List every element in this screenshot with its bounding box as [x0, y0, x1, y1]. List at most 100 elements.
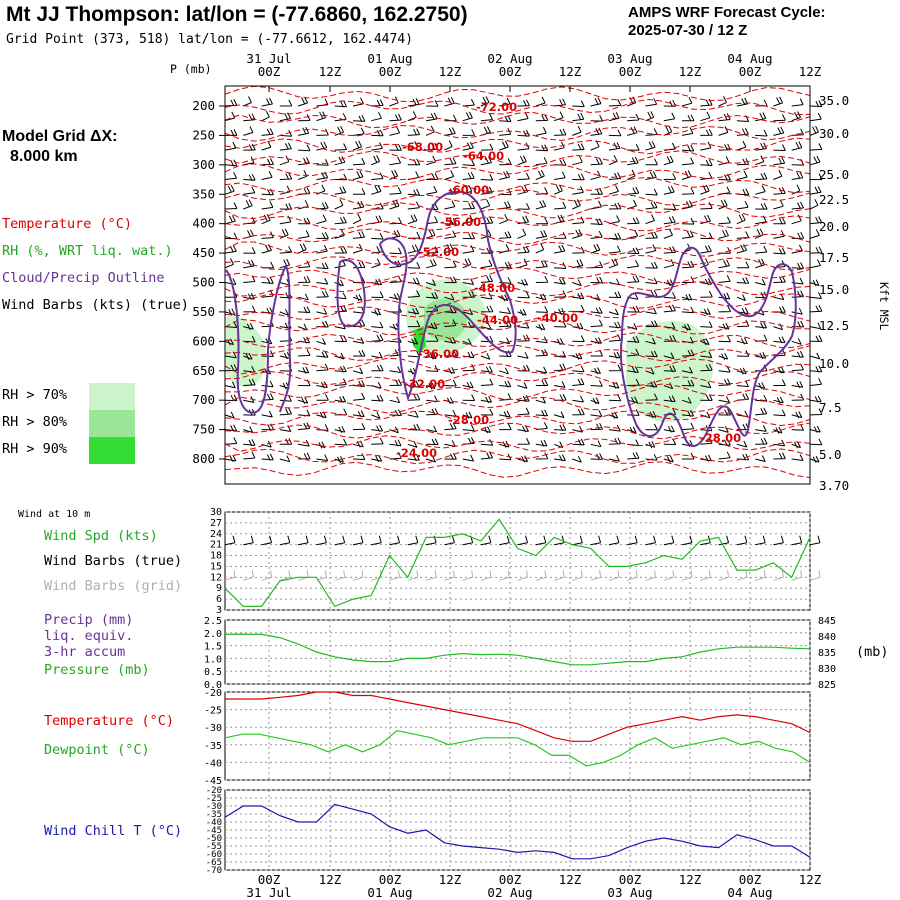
hour-label-bottom: 00Z — [739, 872, 762, 887]
precip-axis-label: 1.5 — [204, 642, 222, 653]
kft-axis-label: 30.0 — [819, 126, 849, 141]
windchill-axis-label: -30 — [206, 802, 222, 812]
windchill-axis-label: -60 — [206, 850, 222, 860]
windchill-axis-label: -20 — [206, 786, 222, 796]
date-label-top: 03 Aug — [607, 51, 652, 66]
hour-label-top: 00Z — [379, 64, 402, 79]
p-axis-label: 450 — [192, 245, 215, 260]
wind-axis-label: 21 — [210, 540, 222, 551]
temp-axis-label: -20 — [204, 688, 222, 699]
pressure-axis-label: 835 — [818, 648, 836, 659]
temperature-contour-label: -52.00 — [418, 245, 459, 259]
legend-cloud: Cloud/Precip Outline — [2, 270, 165, 286]
windchill-axis-label: -55 — [206, 842, 222, 852]
precip-axis-label: 2.5 — [204, 616, 222, 627]
p-axis-label: 200 — [192, 98, 215, 113]
hour-label-top: 00Z — [739, 64, 762, 79]
p-axis-label: 700 — [192, 392, 215, 407]
pressure-panel-frame — [224, 619, 811, 685]
kft-axis-label: 22.5 — [819, 192, 849, 207]
legend-rh90-label: RH > 90% — [2, 441, 68, 457]
pressure-axis-label: 830 — [818, 664, 836, 675]
hour-label-top: 12Z — [679, 64, 702, 79]
hour-label-bottom: 00Z — [619, 872, 642, 887]
wbarb-true-label: Wind Barbs (true) — [44, 553, 183, 569]
temperature-contours — [224, 85, 811, 478]
kft-axis-label: Kft MSL — [877, 282, 891, 331]
windchill-line — [224, 803, 811, 860]
rh90-area-1 — [413, 326, 426, 354]
date-label-top: 04 Aug — [727, 51, 772, 66]
hour-label-bottom: 00Z — [499, 872, 522, 887]
temperature-contour-label: -72.00 — [476, 100, 517, 114]
kft-axis-label: 17.5 — [819, 250, 849, 265]
date-label-top: 31 Jul — [246, 51, 291, 66]
windchill-axis-label: -45 — [206, 826, 222, 836]
pressure-axis-label: 825 — [818, 680, 836, 691]
p-axis-label: 300 — [192, 157, 215, 172]
kft-axis-label: 12.5 — [819, 318, 849, 333]
precip-label: Precip (mm) — [44, 612, 134, 628]
kft-axis-label: 20.0 — [819, 219, 849, 234]
p-axis-label: 400 — [192, 216, 215, 231]
cloud-outline-4 — [619, 246, 797, 447]
cloud-outline-1 — [225, 263, 292, 414]
temperature-contour-label: -48.00 — [474, 281, 515, 295]
kft-axis-label: 35.0 — [819, 93, 849, 108]
hour-label-top: 00Z — [619, 64, 642, 79]
hour-label-bottom: 12Z — [679, 872, 702, 887]
legend-rh80-label: RH > 80% — [2, 414, 68, 430]
hour-label-top: 00Z — [499, 64, 522, 79]
temperature-contour-label: -60.00 — [448, 183, 489, 197]
wind-axis-label: 18 — [210, 551, 222, 562]
rh70-area-3 — [626, 320, 713, 423]
precip-label-3: 3-hr accum — [44, 644, 126, 660]
hour-label-bottom: 12Z — [319, 872, 342, 887]
temperature-contour-label: -28.00 — [700, 431, 741, 445]
wind-axis-label: 12 — [210, 572, 222, 583]
dewpoint-line — [224, 730, 811, 767]
windchill-axis-label: -25 — [206, 794, 222, 804]
temperature-contour-label: -56.00 — [440, 215, 481, 229]
temp-axis-label: -40 — [204, 758, 222, 769]
p-axis-label: 750 — [192, 422, 215, 437]
wind-axis-label: 3 — [216, 605, 222, 616]
rh80-swatch — [89, 410, 135, 437]
upper-air-wind-barbs — [224, 96, 823, 464]
temperature-contour-label: -68.00 — [402, 140, 443, 154]
date-label-bottom: 02 Aug — [487, 885, 532, 900]
forecast-cycle-title: AMPS WRF Forecast Cycle: — [628, 4, 826, 21]
temp2-label: Temperature (°C) — [44, 713, 175, 729]
wind-axis-label: 24 — [210, 529, 222, 540]
rh70-swatch — [89, 383, 135, 410]
precip-axis-label: 0.0 — [204, 680, 222, 691]
pressure-line — [224, 633, 811, 666]
date-label-bottom: 01 Aug — [367, 885, 412, 900]
legend-rh: RH (%, WRT liq. wat.) — [2, 243, 173, 259]
p-axis-label: 350 — [192, 186, 215, 201]
date-label-top: 01 Aug — [367, 51, 412, 66]
pressure-label: Pressure (mb) — [44, 662, 150, 678]
temp-panel-frame — [224, 691, 811, 781]
dewpoint-label: Dewpoint (°C) — [44, 742, 150, 758]
temperature-contour-label: -36.00 — [418, 347, 459, 361]
date-label-bottom: 03 Aug — [607, 885, 652, 900]
p-axis-label: 500 — [192, 275, 215, 290]
wind10m-label: Wind at 10 m — [18, 509, 91, 520]
hour-label-bottom: 12Z — [799, 872, 822, 887]
hour-label-top: 12Z — [319, 64, 342, 79]
hour-label-top: 12Z — [559, 64, 582, 79]
windchill-axis-label: -50 — [206, 834, 222, 844]
wind-speed-line — [224, 518, 811, 608]
hour-label-bottom: 00Z — [258, 872, 281, 887]
surface-wind-barbs-grid — [224, 570, 821, 581]
windchill-label: Wind Chill T (°C) — [44, 823, 183, 839]
station-title: Mt JJ Thompson: lat/lon = (-77.6860, 162… — [6, 3, 468, 26]
kft-axis-label: 10.0 — [819, 356, 849, 371]
hour-label-top: 00Z — [258, 64, 281, 79]
cloud-outline-2 — [336, 259, 366, 328]
pressure-axis-label: 840 — [818, 632, 836, 643]
date-label-top: 02 Aug — [487, 51, 532, 66]
temperature-contour-label: -64.00 — [463, 149, 504, 163]
